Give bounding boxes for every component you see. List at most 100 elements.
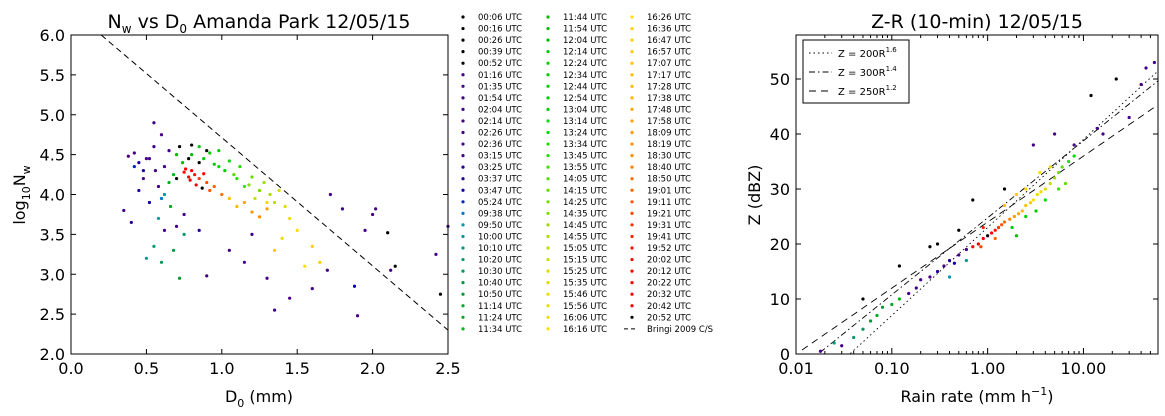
legend-entry-label: 01:35 UTC bbox=[478, 82, 522, 92]
legend-marker bbox=[630, 107, 634, 111]
right-data-point bbox=[1008, 217, 1012, 221]
right-data-point bbox=[1012, 214, 1016, 219]
right-data-point bbox=[971, 198, 975, 202]
legend-marker bbox=[630, 281, 634, 285]
legend-marker bbox=[630, 304, 634, 308]
legend-entry-label: 00:52 UTC bbox=[478, 59, 522, 69]
right-data-point bbox=[1089, 93, 1093, 98]
legend-entry-label: 15:56 UTC bbox=[563, 302, 607, 312]
left-data-point bbox=[295, 228, 299, 232]
left-data-point bbox=[235, 176, 239, 181]
left-data-point bbox=[152, 145, 156, 149]
legend-entry-label: 09:38 UTC bbox=[478, 209, 522, 219]
legend-entry-label: 19:11 UTC bbox=[647, 198, 691, 208]
legend-entry-label: 18:50 UTC bbox=[647, 175, 691, 185]
left-y-tick-label: 4.0 bbox=[40, 186, 65, 205]
legend-marker bbox=[461, 246, 465, 250]
right-data-point bbox=[928, 245, 932, 249]
legend-entry-label: 18:09 UTC bbox=[647, 129, 691, 139]
left-data-point bbox=[277, 188, 281, 193]
legend-marker bbox=[461, 154, 465, 158]
right-data-point bbox=[861, 297, 865, 301]
legend-marker bbox=[546, 26, 550, 31]
right-data-point bbox=[1043, 198, 1047, 202]
right-data-point bbox=[914, 286, 918, 290]
left-data-point bbox=[147, 157, 152, 161]
legend-entry-label: 20:32 UTC bbox=[647, 290, 691, 300]
legend-marker bbox=[546, 130, 550, 135]
right-data-point bbox=[1060, 165, 1064, 169]
legend-entry-label: 10:20 UTC bbox=[478, 256, 522, 266]
left-x-tick-label: 0.0 bbox=[58, 359, 83, 378]
legend-entry-label: 10:40 UTC bbox=[478, 279, 522, 289]
right-data-point bbox=[1095, 126, 1100, 131]
legend-marker bbox=[546, 327, 550, 331]
left-data-point bbox=[182, 232, 186, 236]
left-data-point bbox=[162, 192, 167, 197]
legend-entry-label: 13:24 UTC bbox=[563, 129, 607, 139]
right-data-point bbox=[1014, 234, 1019, 238]
right-data-point bbox=[861, 327, 865, 331]
legend-entry-label: 03:37 UTC bbox=[478, 175, 522, 185]
zr-legend-box bbox=[802, 39, 910, 104]
left-data-point bbox=[190, 153, 194, 157]
right-data-point bbox=[928, 275, 932, 279]
right-data-point bbox=[952, 261, 957, 265]
left-data-point bbox=[265, 200, 269, 205]
left-x-ticks: 0.0 0.5 1.0 1.5 2.0 2.5 bbox=[58, 35, 461, 378]
right-data-point bbox=[989, 231, 994, 235]
right-data-point bbox=[935, 269, 940, 274]
right-data-point bbox=[1114, 77, 1118, 81]
right-y-tick-label: 20 bbox=[770, 235, 790, 254]
legend-entry-label: 20:12 UTC bbox=[647, 267, 691, 277]
right-data-point bbox=[890, 302, 894, 307]
left-y-tick-label: 3.0 bbox=[40, 265, 65, 284]
legend-marker bbox=[630, 61, 634, 65]
legend-marker bbox=[461, 96, 465, 100]
legend-marker bbox=[630, 84, 634, 88]
left-data-point bbox=[159, 260, 164, 264]
left-data-point bbox=[386, 231, 390, 235]
right-data-point bbox=[1048, 181, 1052, 186]
legend-entry-label: 14:45 UTC bbox=[563, 221, 607, 231]
right-chart-title: Z-R (10-min) 12/05/15 bbox=[871, 11, 1083, 33]
right-x-tick-label: 0.10 bbox=[874, 359, 910, 378]
left-data-point bbox=[288, 296, 292, 300]
legend-marker bbox=[546, 304, 550, 308]
legend-marker bbox=[546, 165, 550, 169]
left-data-point bbox=[205, 274, 209, 278]
left-data-point bbox=[200, 186, 204, 190]
left-plot-frame bbox=[70, 34, 449, 355]
legend-marker bbox=[461, 15, 465, 19]
legend-entry-label: 15:35 UTC bbox=[563, 279, 607, 289]
right-data-point bbox=[1028, 201, 1033, 205]
legend-marker bbox=[546, 315, 550, 319]
legend-marker bbox=[546, 61, 550, 65]
legend-entry-label: 19:21 UTC bbox=[647, 209, 691, 219]
legend-marker bbox=[630, 142, 634, 146]
right-y-ticks: 0 10 20 30 40 50 bbox=[770, 70, 1158, 364]
right-data-point bbox=[1014, 192, 1019, 197]
legend-entry-label: 16:57 UTC bbox=[647, 48, 691, 58]
legend-marker bbox=[461, 50, 465, 54]
left-data-point bbox=[340, 207, 345, 211]
left-x-tick-label: 2.5 bbox=[435, 359, 460, 378]
left-data-point bbox=[238, 164, 242, 169]
left-data-point bbox=[144, 157, 148, 161]
legend-entry-label: 10:00 UTC bbox=[478, 232, 522, 242]
legend-entry-label: 18:19 UTC bbox=[647, 140, 691, 150]
left-data-point bbox=[272, 308, 277, 312]
left-data-point bbox=[202, 157, 206, 161]
right-data-point bbox=[981, 225, 985, 230]
right-y-tick-label: 50 bbox=[770, 70, 790, 89]
left-chart-title: Nw vs D0 Amanda Park 12/05/15 bbox=[108, 11, 411, 36]
left-data-point bbox=[193, 172, 197, 177]
left-data-point bbox=[205, 180, 209, 185]
left-data-point bbox=[242, 200, 247, 205]
left-data-point bbox=[147, 200, 152, 205]
right-data-point bbox=[1056, 170, 1061, 175]
legend-entry-label: 19:01 UTC bbox=[647, 186, 691, 196]
legend-marker bbox=[546, 142, 550, 146]
legend-entry-label: 20:22 UTC bbox=[647, 279, 691, 289]
